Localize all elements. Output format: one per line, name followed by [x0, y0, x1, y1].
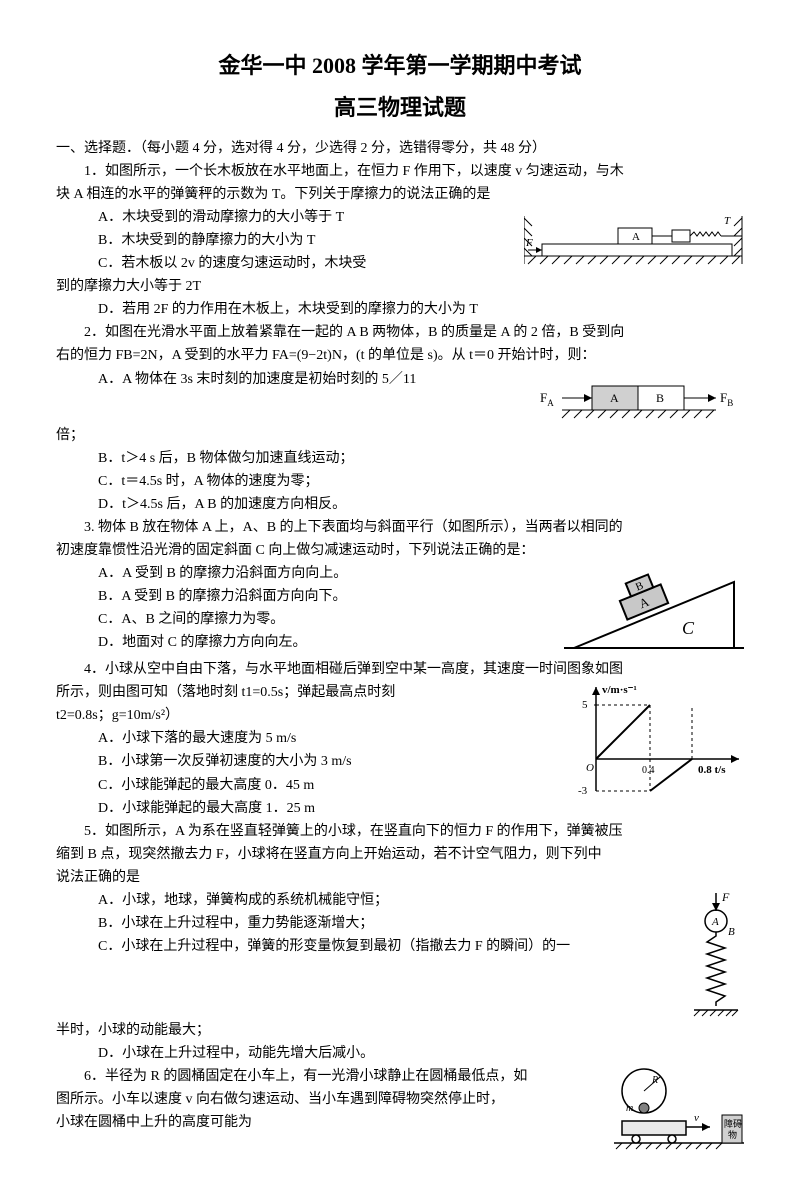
q2-opt-a-pre: A．A 物体在 3s 末时刻的加速度是初始时刻的 5／11: [56, 368, 528, 391]
q5-opt-b: B．小球在上升过程中，重力势能逐渐增大；: [56, 912, 682, 935]
q4-opt-c: C．小球能弹起的最大高度 0．45 m: [56, 774, 568, 797]
q6-stem-1: 6．半径为 R 的圆桶固定在小车上，有一光滑小球静止在圆桶最低点，如: [56, 1065, 608, 1088]
q2-fig-label-fa: FA: [540, 390, 554, 408]
q1-opt-b: B．木块受到的静摩擦力的大小为 T: [56, 229, 518, 252]
q4-opt-a: A．小球下落的最大速度为 5 m/s: [56, 727, 568, 750]
q5-stem-2: 缩到 B 点，现突然撤去力 F，小球将在竖直方向上开始运动，若不计空气阻力，则下…: [56, 843, 744, 866]
q1-opt-a: A．木块受到的滑动摩擦力的大小等于 T: [56, 206, 518, 229]
q3-stem-1: 3. 物体 B 放在物体 A 上，A、B 的上下表面均与斜面平行（如图所示），当…: [56, 516, 744, 539]
q1-opt-c-pre: C．若木板以 2v 的速度匀速运动时，木块受: [56, 252, 518, 275]
q5-opt-d: D．小球在上升过程中，动能先增大后减小。: [56, 1042, 744, 1065]
q5-fig-label-b: B: [728, 926, 735, 938]
q6-figure: R m v 障碍 物: [614, 1065, 744, 1155]
q4-stem-1: 4．小球从空中自由下落，与水平地面相碰后弹到空中某一高度，其速度一时间图象如图: [56, 658, 744, 681]
section-heading: 一、选择题．（每小题 4 分，选对得 4 分，少选得 2 分，选错得零分，共 4…: [56, 137, 744, 160]
q3-stem-2: 初速度靠惯性沿光滑的固定斜面 C 向上做匀减速运动时，下列说法正确的是：: [56, 539, 744, 562]
q3-opt-b: B．A 受到 B 的摩擦力沿斜面方向向下。: [56, 585, 558, 608]
q6-fig-obs2: 物: [728, 1129, 737, 1140]
q2-opt-a-cont: 倍；: [56, 424, 744, 447]
q1-stem-1: 1．如图所示，一个长木板放在水平地面上，在恒力 F 作用下，以速度 v 匀速运动…: [56, 160, 744, 183]
q6-stem-2: 图所示。小车以速度 v 向右做匀速运动、当小车遇到障碍物突然停止时，: [56, 1088, 608, 1111]
q2-opt-c: C．t＝4.5s 时，A 物体的速度为零；: [56, 470, 744, 493]
q3-opt-a: A．A 受到 B 的摩擦力沿斜面方向向上。: [56, 562, 558, 585]
q1-stem-2: 块 A 相连的水平的弹簧秤的示数为 T。下列关于摩擦力的说法正确的是: [56, 183, 744, 206]
q4-figure: v/m·s⁻¹ 0.8 t/s 5 -3 O 0.4: [574, 681, 744, 801]
q6-stem-3: 小球在圆桶中上升的高度可能为: [56, 1111, 608, 1134]
q6-fig-label-m: m: [626, 1103, 633, 1114]
q4-fig-ylabel: v/m·s⁻¹: [602, 684, 637, 696]
q2-stem-1: 2．如图在光滑水平面上放着紧靠在一起的 A B 两物体，B 的质量是 A 的 2…: [56, 321, 744, 344]
q5-fig-label-f: F: [721, 890, 730, 904]
q4-fig-xmid: 0.4: [642, 765, 655, 776]
q4-fig-ybot: -3: [578, 785, 588, 797]
q2-figure: A B FA FB: [534, 368, 744, 424]
q5-opt-c-pre: C．小球在上升过程中，弹簧的形变量恢复到最初（指撤去力 F 的瞬间）的一: [56, 935, 682, 958]
q1-figure: A T F: [524, 206, 744, 270]
q5-stem-3: 说法正确的是: [56, 866, 744, 889]
q2-fig-label-b: B: [656, 391, 664, 405]
q1-opt-d: D．若用 2F 的力作用在木板上，木块受到的摩擦力的大小为 T: [56, 298, 744, 321]
q1-fig-label-t: T: [724, 215, 731, 227]
q2-fig-label-a: A: [610, 391, 619, 405]
q4-opt-b: B．小球第一次反弹初速度的大小为 3 m/s: [56, 750, 568, 773]
q6-fig-obs1: 障碍: [724, 1118, 742, 1129]
q3-opt-d: D．地面对 C 的摩擦力方向向左。: [56, 631, 558, 654]
q1-opt-c-cont: 到的摩擦力大小等于 2T: [56, 275, 744, 298]
q4-stem-2: 所示，则由图可知（落地时刻 t1=0.5s；弹起最高点时刻: [56, 681, 568, 704]
q3-fig-label-c: C: [682, 618, 695, 638]
q5-opt-a: A．小球，地球，弹簧构成的系统机械能守恒；: [56, 889, 682, 912]
q4-fig-xlabel: 0.8 t/s: [698, 764, 726, 776]
q1-fig-label-a: A: [632, 231, 640, 243]
q2-opt-b: B．t＞4 s 后，B 物体做匀加速直线运动；: [56, 447, 744, 470]
q5-figure: F A B: [688, 889, 744, 1019]
q2-opt-d: D．t＞4.5s 后，A B 的加速度方向相反。: [56, 493, 744, 516]
q4-fig-ytop: 5: [582, 699, 588, 711]
q5-opt-c-cont: 半时，小球的动能最大；: [56, 1019, 744, 1042]
q5-stem-1: 5．如图所示，A 为系在竖直轻弹簧上的小球，在竖直向下的恒力 F 的作用下，弹簧…: [56, 820, 744, 843]
q3-opt-c: C．A、B 之间的摩擦力为零。: [56, 608, 558, 631]
exam-page: 金华一中 2008 学年第一学期期中考试 高三物理试题 一、选择题．（每小题 4…: [0, 0, 800, 1195]
q4-opt-d: D．小球能弹起的最大高度 1．25 m: [56, 797, 568, 820]
q2-fig-label-fb: FB: [720, 390, 733, 408]
q3-figure: C A B: [564, 562, 744, 658]
q4-stem-3: t2=0.8s；g=10m/s²）: [56, 704, 568, 727]
q2-stem-2: 右的恒力 FB=2N，A 受到的水平力 FA=(9−2t)N，(t 的单位是 s…: [56, 344, 744, 367]
q4-fig-origin: O: [586, 762, 594, 774]
q6-fig-label-r: R: [651, 1075, 658, 1086]
page-title-1: 金华一中 2008 学年第一学期期中考试: [56, 48, 744, 84]
q5-fig-label-a: A: [711, 916, 719, 928]
page-title-2: 高三物理试题: [56, 90, 744, 126]
q6-fig-label-v: v: [694, 1112, 699, 1124]
q1-fig-label-f: F: [525, 237, 533, 249]
